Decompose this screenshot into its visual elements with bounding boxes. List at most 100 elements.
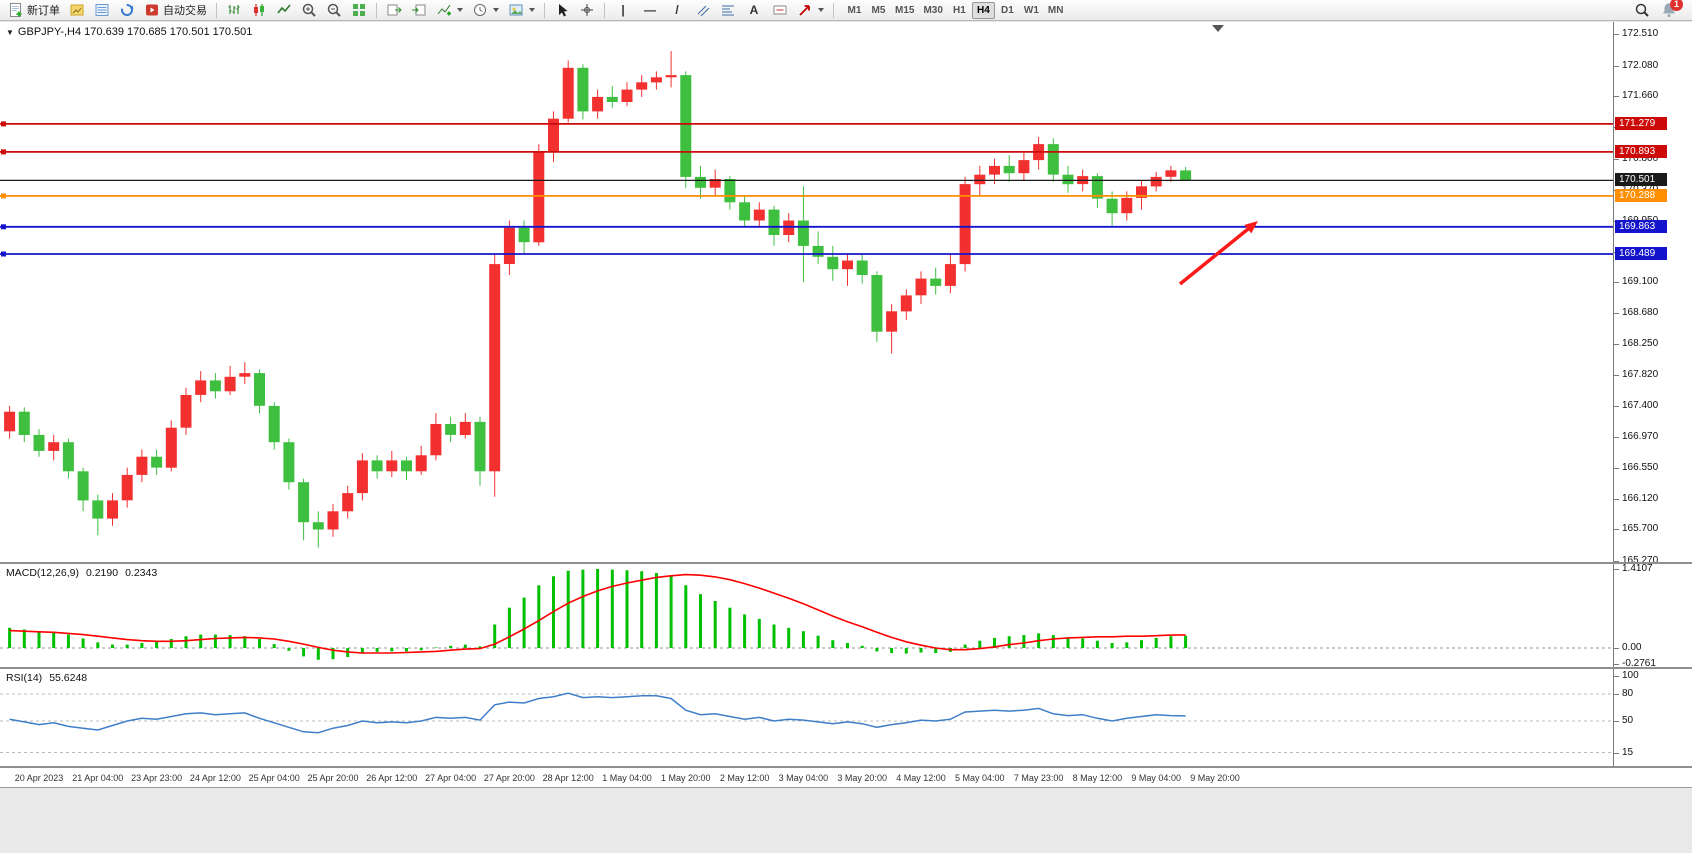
candlestick-chart-button[interactable]	[247, 1, 271, 20]
dropdown-caret	[457, 8, 463, 12]
candle-body	[1018, 160, 1030, 174]
tile-windows-button[interactable]	[347, 1, 371, 20]
channel-tool-button[interactable]	[691, 1, 715, 20]
toolbar-right-group: 1	[1634, 0, 1688, 19]
time-axis-label: 1 May 20:00	[661, 773, 711, 783]
price-axis-label: 165.700	[1613, 523, 1659, 535]
main-chart-canvas[interactable]	[0, 22, 1613, 563]
candle-body	[239, 373, 251, 377]
zoom-in-button[interactable]	[297, 1, 321, 20]
fibonacci-tool-button[interactable]	[716, 1, 740, 20]
tile-windows-icon	[353, 4, 365, 16]
candle-body	[92, 500, 104, 519]
price-tag: 170.288	[1615, 188, 1667, 202]
panel-separator[interactable]	[0, 766, 1692, 768]
candle-body	[680, 75, 692, 177]
time-axis-label: 28 Apr 12:00	[542, 773, 594, 783]
timeframe-button-m1[interactable]: M1	[843, 2, 866, 19]
timeframe-button-mn[interactable]: MN	[1044, 2, 1068, 19]
search-icon[interactable]	[1634, 2, 1650, 18]
price-tag: 171.279	[1615, 116, 1667, 130]
trendline-tool-button[interactable]: /	[664, 1, 690, 20]
candle-body	[136, 456, 148, 475]
price-axis[interactable]: 172.510172.080171.660171.230170.800170.3…	[1613, 22, 1692, 768]
macd-signal-value: 0.2343	[125, 567, 158, 579]
macd-label-bar: MACD(12,26,9) 0.2190 0.2343	[6, 567, 157, 579]
dropdown-caret	[818, 8, 824, 12]
candle-body	[503, 227, 515, 264]
crosshair-tool-button[interactable]	[575, 1, 599, 20]
candle-body	[518, 227, 530, 243]
price-axis-label: 166.970	[1613, 431, 1659, 443]
candle-body	[753, 209, 765, 221]
timeframe-button-m15[interactable]: M15	[891, 2, 918, 19]
market-watch-button[interactable]	[65, 1, 89, 20]
collapse-ohlc-button[interactable]: ▼	[6, 28, 14, 37]
trendline-icon: /	[675, 2, 679, 17]
line-chart-button[interactable]	[272, 1, 296, 20]
bar-chart-button[interactable]	[222, 1, 246, 20]
timeframe-button-m30[interactable]: M30	[919, 2, 946, 19]
candle-body	[577, 67, 589, 112]
candle-body	[254, 373, 265, 406]
candle-body	[312, 522, 324, 530]
cursor-tool-button[interactable]	[550, 1, 574, 20]
candle-body	[989, 165, 1000, 175]
timeframe-button-w1[interactable]: W1	[1020, 2, 1043, 19]
crosshair-icon	[581, 4, 593, 16]
indicators-button[interactable]	[432, 1, 467, 20]
candle-body	[739, 202, 751, 221]
candle-body	[562, 67, 574, 119]
toolbar-separator	[604, 2, 605, 18]
data-window-button[interactable]	[90, 1, 114, 20]
vertical-line-icon: |	[621, 2, 625, 17]
candle-body	[783, 220, 795, 235]
panel-separator[interactable]	[0, 562, 1692, 564]
chart-title-bar: ▼ GBPJPY-,H4 170.639 170.685 170.501 170.…	[6, 26, 252, 38]
candle-body	[165, 427, 177, 468]
horizontal-line-tool-button[interactable]: —	[637, 1, 663, 20]
navigator-button[interactable]	[115, 1, 139, 20]
time-axis[interactable]: 20 Apr 2023 21 Apr 04:00 23 Apr 23:00 24 Ap…	[0, 768, 1613, 787]
rsi-axis-label: 80	[1613, 688, 1634, 699]
timeframe-button-h1[interactable]: H1	[948, 2, 971, 19]
templates-icon	[509, 4, 523, 16]
arrows-tool-button[interactable]	[793, 1, 828, 20]
macd-axis-label: 1.4107	[1614, 563, 1653, 574]
candle-body	[459, 421, 471, 435]
candle-body	[18, 411, 30, 435]
text-tool-button[interactable]: A	[741, 1, 767, 20]
indicators-icon	[437, 4, 451, 16]
timeframe-button-m5[interactable]: M5	[867, 2, 890, 19]
candle-body	[327, 511, 339, 530]
candle-body	[151, 456, 163, 468]
vertical-line-tool-button[interactable]: |	[610, 1, 636, 20]
toolbar-separator	[376, 2, 377, 18]
time-axis-label: 27 Apr 04:00	[425, 773, 477, 783]
timeframe-button-h4[interactable]: H4	[971, 1, 995, 19]
candle-body	[797, 220, 809, 246]
candle-body	[915, 278, 927, 296]
label-tool-button[interactable]	[768, 1, 792, 20]
price-tag: 169.489	[1615, 247, 1667, 260]
rsi-canvas[interactable]	[0, 669, 1613, 768]
new-order-button[interactable]: 新订单	[4, 1, 64, 20]
autotrading-button[interactable]: 自动交易	[140, 1, 211, 20]
periods-button[interactable]	[468, 1, 503, 20]
panel-separator[interactable]	[0, 667, 1692, 669]
candle-body	[1106, 198, 1118, 214]
chart-symbol-period: GBPJPY-,H4	[17, 26, 82, 38]
macd-canvas[interactable]	[0, 564, 1613, 668]
candle-body	[298, 482, 310, 523]
auto-scroll-button[interactable]	[382, 1, 406, 20]
templates-button[interactable]	[504, 1, 539, 20]
price-axis-label: 168.250	[1613, 338, 1659, 350]
rsi-axis-label: 100	[1614, 670, 1639, 681]
zoom-out-button[interactable]	[322, 1, 346, 20]
candle-body	[974, 174, 986, 185]
notifications-button[interactable]: 1	[1660, 0, 1683, 19]
timeframe-button-d1[interactable]: D1	[996, 2, 1019, 19]
chart-shift-button[interactable]	[407, 1, 431, 20]
candle-body	[195, 380, 207, 395]
hline-handle	[1, 251, 6, 257]
